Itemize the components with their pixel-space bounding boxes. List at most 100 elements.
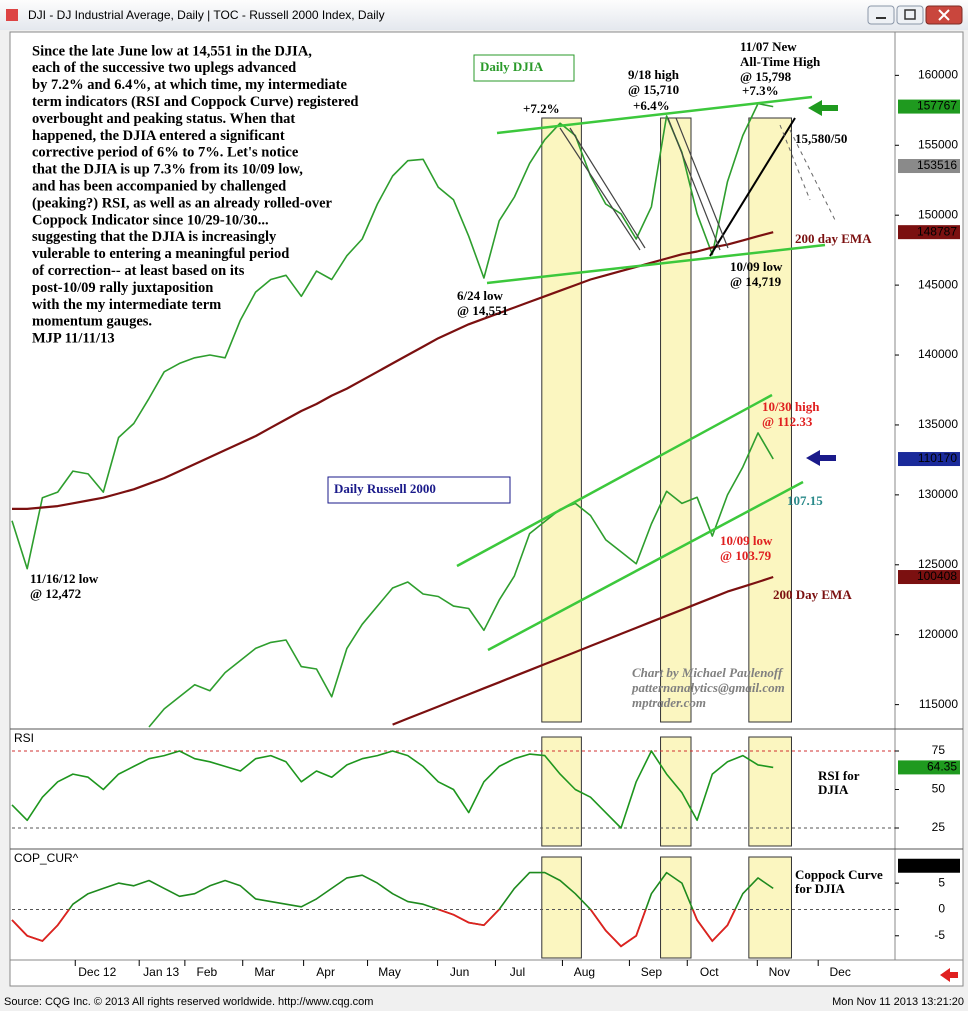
x-tick-label: Aug <box>574 965 595 979</box>
annotation: 107.15 <box>787 493 823 508</box>
commentary-line: (peaking?) RSI, as well as an already ro… <box>32 195 333 211</box>
highlight-range <box>660 736 692 847</box>
annotation: 11/16/12 low <box>30 571 99 586</box>
footer-source: Source: CQG Inc. © 2013 All rights reser… <box>4 996 373 1008</box>
annotation: @ 112.33 <box>762 414 813 429</box>
y-tick-label: 120000 <box>918 627 958 641</box>
scroll-arrow[interactable] <box>940 968 958 982</box>
commentary-line: of correction-- at least based on its <box>32 263 245 279</box>
y-tick-label: 130000 <box>918 487 958 501</box>
x-tick-label: Sep <box>641 965 663 979</box>
commentary-line: momentum gauges. <box>32 314 152 330</box>
value-box <box>898 159 960 174</box>
pointer-arrow <box>806 450 836 466</box>
minimize-button[interactable] <box>867 5 895 25</box>
y-tick-label: 135000 <box>918 417 958 431</box>
y-tick-label: 75 <box>932 743 946 757</box>
panel-title: Daily DJIA <box>480 59 544 74</box>
commentary-line: MJP 11/11/13 <box>32 331 115 347</box>
y-tick-label: 145000 <box>918 277 958 291</box>
panel-title-box <box>473 54 575 82</box>
annotation: +7.3% <box>742 83 779 98</box>
annotation: 10/09 low <box>720 533 773 548</box>
value-box-label: 64.35 <box>927 760 957 774</box>
panel-title-box <box>327 476 511 504</box>
commentary-line: by 7.2% and 6.4%, at which time, my inte… <box>32 77 348 93</box>
panel-title: Daily Russell 2000 <box>334 481 436 496</box>
plot-layer: 115000 120000 125000 130000 135000 140000 1450… <box>11 39 960 979</box>
commentary-line: term indicators (RSI and Coppock Curve) … <box>32 94 359 110</box>
annotation: @ 12,472 <box>30 586 81 601</box>
trend-line <box>487 480 804 652</box>
x-tick-label: Mar <box>254 965 275 979</box>
annotation: 6/24 low <box>457 288 503 303</box>
close-icon <box>938 9 950 21</box>
x-axis-area <box>9 959 964 987</box>
value-box <box>898 99 960 114</box>
annotation: 200 day EMA <box>795 231 872 246</box>
annotation: 11/07 New <box>740 39 797 54</box>
value-box-label: 110170 <box>918 451 957 465</box>
trend-line <box>456 393 773 568</box>
annotation: mptrader.com <box>632 695 706 710</box>
x-tick-label: Feb <box>197 965 218 979</box>
y-tick-label: -5 <box>934 928 945 942</box>
value-box <box>898 570 960 585</box>
commentary-line: Coppock Indicator since 10/29-10/30... <box>32 212 269 228</box>
series-line <box>11 750 774 829</box>
series-line <box>11 102 774 570</box>
annotation: 9/18 high <box>628 67 680 82</box>
annotation: @ 103.79 <box>720 548 772 563</box>
y-tick-label: 125000 <box>918 557 958 571</box>
commentary-line: overbought and peaking status. When that <box>32 111 295 127</box>
annotation: 15,580/50 <box>795 131 847 146</box>
highlight-range <box>541 117 582 723</box>
commentary-line: suggesting that the DJIA is increasingly <box>32 229 277 245</box>
window-buttons[interactable] <box>867 5 963 25</box>
app-icon <box>6 9 18 21</box>
y-tick-label: 155000 <box>918 137 958 151</box>
x-tick-label: Dec <box>830 965 851 979</box>
value-box-label: 148787 <box>917 224 957 238</box>
highlight-range <box>541 736 582 847</box>
y-tick-label: 50 <box>932 782 946 796</box>
trend-line <box>789 129 836 221</box>
panel-note: DJIA <box>818 782 849 797</box>
x-tick-label: Jan 13 <box>143 965 179 979</box>
commentary-line: vulerable to entering a meaningful perio… <box>32 246 289 262</box>
commentary-line: Since the late June low at 14,551 in the… <box>32 43 312 59</box>
x-tick-label: Nov <box>769 965 790 979</box>
trend-line <box>569 127 646 249</box>
x-tick-label: Oct <box>700 965 719 979</box>
y-tick-label: 160000 <box>918 68 958 82</box>
y-tick-label: 140000 <box>918 347 958 361</box>
title-bar <box>0 0 968 30</box>
commentary-line: that the DJIA is up 7.3% from its 10/09 … <box>32 162 303 178</box>
trend-line <box>496 95 813 135</box>
y-tick-label: 25 <box>932 820 946 834</box>
footer-timestamp: Mon Nov 11 2013 13:21:20 <box>832 996 964 1008</box>
highlight-range <box>660 117 692 723</box>
y-tick-label: 0 <box>938 902 945 916</box>
panel-note: Coppock Curve <box>795 867 883 882</box>
restore-icon <box>904 9 916 20</box>
highlight-range <box>748 736 792 847</box>
y-tick-label: 115000 <box>919 697 958 711</box>
panel-note: RSI for <box>818 768 860 783</box>
commentary-line: with the my intermediate term <box>32 297 221 313</box>
annotation: Chart by Michael Paulenoff <box>632 665 784 680</box>
annotation: @ 14,719 <box>730 274 782 289</box>
value-box-label: 8.30 <box>934 858 958 872</box>
restore-button[interactable] <box>896 5 924 25</box>
x-tick-label: Apr <box>316 965 335 979</box>
panel-note: for DJIA <box>795 881 846 896</box>
highlight-range <box>541 856 582 959</box>
annotation: 200 Day EMA <box>773 587 852 602</box>
annotation: @ 14,551 <box>457 303 508 318</box>
value-box <box>898 858 960 873</box>
series-line <box>392 575 774 726</box>
value-box-label: 100408 <box>917 569 957 583</box>
trend-line <box>559 127 641 251</box>
value-box <box>898 452 960 467</box>
